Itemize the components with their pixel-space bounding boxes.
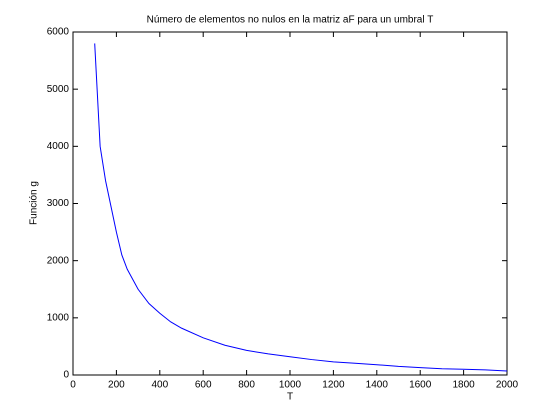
data-line bbox=[94, 43, 508, 372]
y-tick-label: 2000 bbox=[47, 255, 70, 266]
y-tick-label: 0 bbox=[63, 370, 69, 381]
y-tick-label: 5000 bbox=[47, 84, 70, 95]
chart-title: Número de elementos no nulos en la matri… bbox=[147, 15, 434, 26]
y-tick-label: 1000 bbox=[47, 312, 70, 323]
x-tick-label: 400 bbox=[151, 380, 168, 391]
x-axis-label: T bbox=[287, 392, 293, 403]
x-tick-label: 800 bbox=[238, 380, 255, 391]
y-axis-label: Función g bbox=[29, 181, 40, 225]
x-tick-label: 0 bbox=[70, 380, 76, 391]
x-tick-label: 1600 bbox=[409, 380, 432, 391]
x-tick-label: 1400 bbox=[366, 380, 389, 391]
y-tick-label: 4000 bbox=[47, 141, 70, 152]
x-tick-label: 1800 bbox=[452, 380, 475, 391]
y-tick-label: 6000 bbox=[47, 27, 70, 38]
plot-box bbox=[72, 31, 508, 376]
x-tick-label: 600 bbox=[195, 380, 212, 391]
y-tick-label: 3000 bbox=[47, 198, 70, 209]
x-tick-label: 1000 bbox=[279, 380, 302, 391]
x-tick-label: 2000 bbox=[496, 380, 519, 391]
x-tick-label: 200 bbox=[108, 380, 125, 391]
x-tick-label: 1200 bbox=[322, 380, 345, 391]
